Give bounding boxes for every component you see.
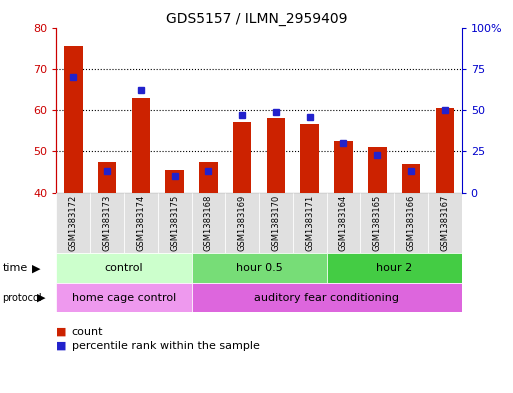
Bar (368, 147, 387, 193)
Text: GSM1383167: GSM1383167 (440, 195, 449, 251)
Text: control: control (105, 263, 143, 273)
Bar (233, 122, 251, 193)
Bar (98, 162, 116, 193)
Bar (267, 118, 285, 193)
Bar (56, 283, 191, 312)
Text: auditory fear conditioning: auditory fear conditioning (254, 293, 399, 303)
Text: hour 0.5: hour 0.5 (235, 263, 283, 273)
Text: GSM1383173: GSM1383173 (103, 195, 112, 251)
Text: GSM1383172: GSM1383172 (69, 195, 78, 251)
Bar (334, 141, 353, 193)
Text: GSM1383166: GSM1383166 (406, 195, 416, 251)
Bar (259, 193, 293, 253)
Bar (157, 193, 191, 253)
Text: GSM1383169: GSM1383169 (238, 195, 247, 251)
Text: time: time (3, 263, 28, 273)
Bar (293, 193, 327, 253)
Text: ▶: ▶ (37, 293, 46, 303)
Bar (90, 193, 124, 253)
Text: GDS5157 / ILMN_2959409: GDS5157 / ILMN_2959409 (166, 12, 347, 26)
Text: GSM1383168: GSM1383168 (204, 195, 213, 251)
Bar (225, 193, 259, 253)
Text: protocol: protocol (3, 293, 42, 303)
Bar (428, 193, 462, 253)
Bar (124, 193, 158, 253)
Bar (131, 97, 150, 193)
Text: home cage control: home cage control (72, 293, 176, 303)
Text: GSM1383165: GSM1383165 (373, 195, 382, 251)
Text: GSM1383174: GSM1383174 (136, 195, 145, 251)
Bar (64, 46, 83, 193)
Text: GSM1383170: GSM1383170 (271, 195, 281, 251)
Bar (436, 108, 454, 193)
Bar (199, 162, 218, 193)
Text: ■: ■ (56, 341, 67, 351)
Text: hour 2: hour 2 (376, 263, 412, 273)
Bar (191, 283, 462, 312)
Bar (165, 170, 184, 193)
Bar (360, 193, 394, 253)
Text: GSM1383164: GSM1383164 (339, 195, 348, 251)
Text: ▶: ▶ (32, 263, 41, 273)
Bar (402, 163, 420, 193)
Text: percentile rank within the sample: percentile rank within the sample (72, 341, 260, 351)
Bar (191, 253, 327, 283)
Text: GSM1383175: GSM1383175 (170, 195, 179, 251)
Text: count: count (72, 327, 103, 337)
Bar (56, 253, 191, 283)
Text: GSM1383171: GSM1383171 (305, 195, 314, 251)
Bar (191, 193, 225, 253)
Bar (301, 125, 319, 193)
Bar (327, 193, 360, 253)
Bar (56, 193, 90, 253)
Text: ■: ■ (56, 327, 67, 337)
Bar (327, 253, 462, 283)
Bar (394, 193, 428, 253)
